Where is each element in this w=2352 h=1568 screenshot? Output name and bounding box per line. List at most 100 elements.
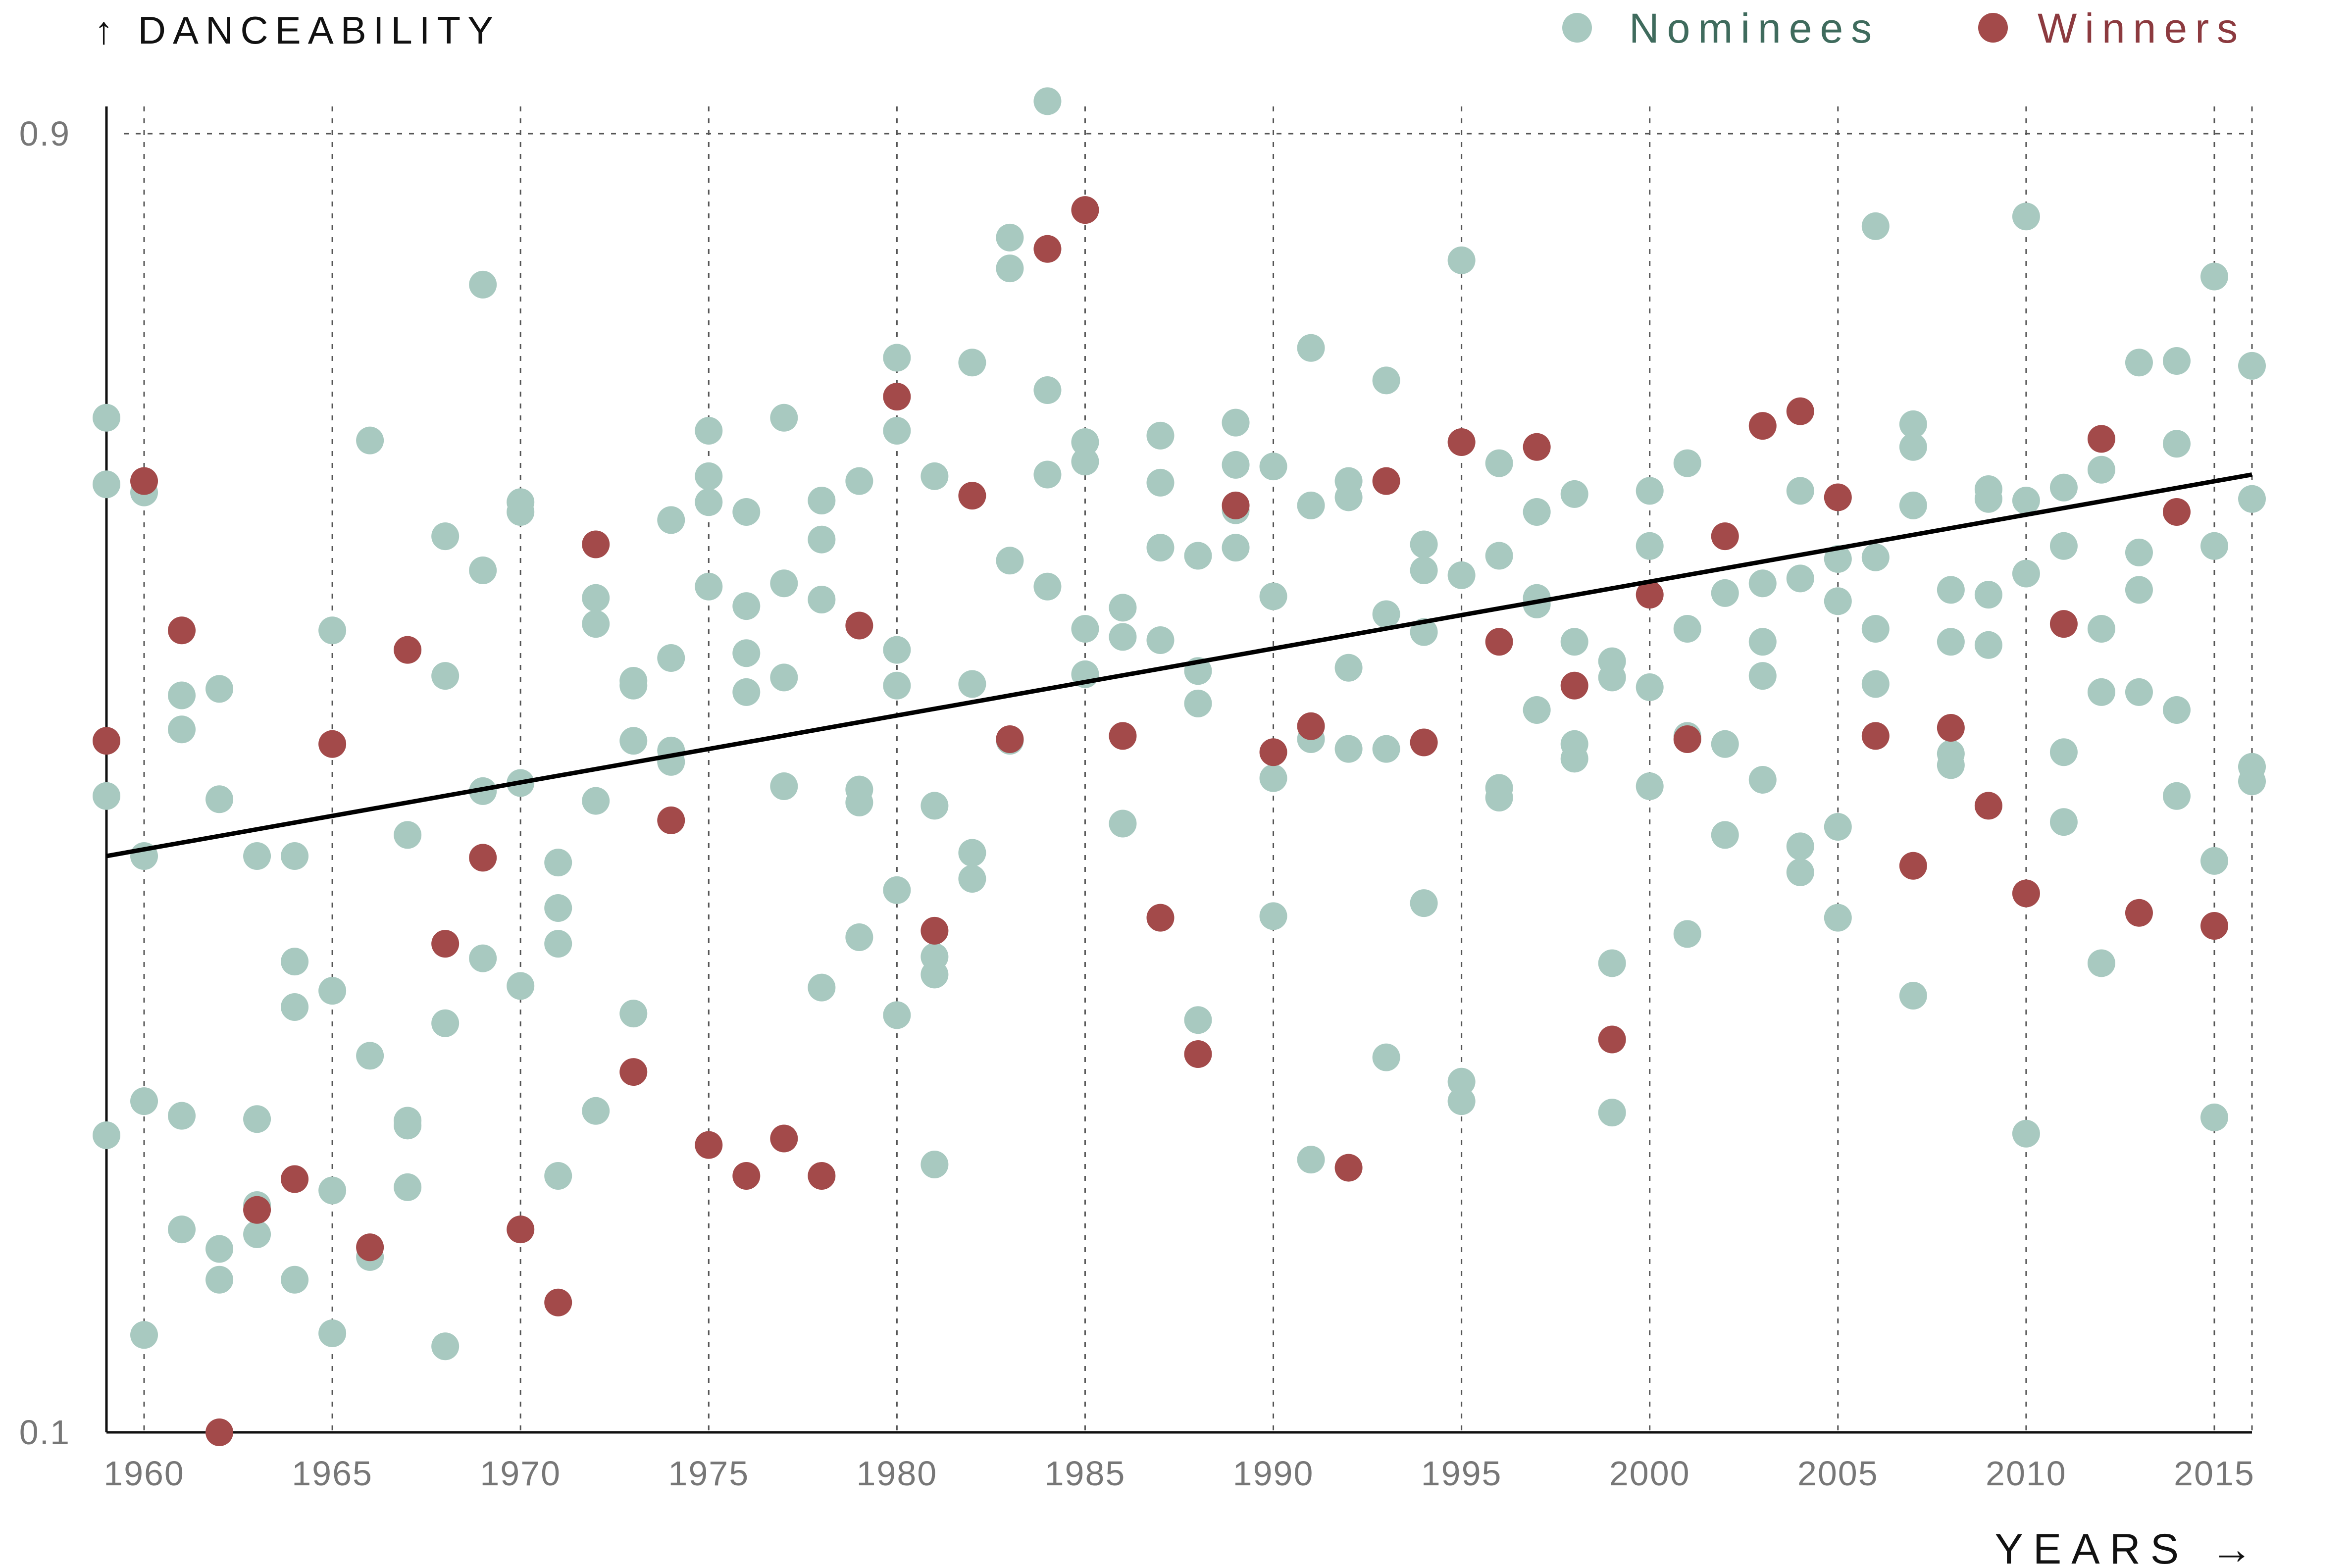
nominee-point (1372, 366, 1400, 395)
winner-point (1447, 428, 1476, 456)
nominee-point (1861, 543, 1890, 571)
winner-point (657, 806, 685, 834)
nominee-point (808, 525, 836, 554)
nominee-point (1636, 673, 1664, 702)
nominee-point (695, 572, 723, 601)
nominee-point (1899, 982, 1927, 1010)
nominee-point (582, 1097, 610, 1125)
winner-point (770, 1124, 798, 1153)
nominee-point (281, 993, 309, 1021)
nominee-point (431, 1332, 460, 1361)
nominee-point (996, 254, 1024, 283)
nominee-point (1447, 246, 1476, 274)
nominee-point (1146, 626, 1175, 654)
nominee-point (1033, 87, 1062, 115)
nominee-point (1711, 579, 1739, 607)
tick-layer: 1960 1965 1970 1975 1980 1985 1990 1995 2000 2005… (19, 114, 2255, 1493)
nominee-point (1523, 498, 1551, 526)
winner-point (168, 616, 196, 645)
nominee-point (2200, 262, 2228, 291)
winner-point (1899, 852, 1927, 880)
x-axis-label: YEARS → (1995, 1525, 2263, 1568)
nominee-point (883, 671, 911, 700)
nominee-point (770, 772, 798, 801)
winner-point (507, 1215, 535, 1244)
nominee-point (883, 636, 911, 664)
nominee-point (1636, 532, 1664, 560)
winner-point (1636, 581, 1664, 609)
nominee-point (318, 977, 347, 1005)
winner-point (394, 636, 422, 664)
winner-point (1372, 467, 1400, 495)
winner-point (1974, 792, 2002, 820)
nominee-point (732, 678, 761, 706)
nominee-point (996, 223, 1024, 252)
nominee-point (356, 1042, 384, 1070)
winner-point (1259, 738, 1287, 766)
nominee-point (544, 1162, 572, 1190)
nominee-point (2087, 678, 2115, 706)
nominee-point (2125, 538, 2153, 566)
nominee-point (1146, 421, 1175, 450)
winner-point (996, 725, 1024, 753)
nominee-point (130, 1321, 158, 1349)
nominee-point (2162, 782, 2191, 810)
nominee-point (544, 894, 572, 922)
nominee-point (318, 1176, 347, 1205)
nominee-point (507, 972, 535, 1000)
winner-point (1598, 1025, 1626, 1054)
trend-line (106, 472, 2252, 859)
nominee-point (394, 821, 422, 849)
nominee-point (1071, 615, 1099, 643)
nominee-point (1937, 751, 1965, 779)
nominee-point (1937, 628, 1965, 656)
nominee-point (469, 270, 497, 299)
winner-point (1334, 1154, 1363, 1182)
x-tick-label: 2015 (2174, 1454, 2255, 1493)
nominee-point (1184, 542, 1212, 570)
nominee-point (1071, 428, 1099, 456)
nominee-point (883, 417, 911, 445)
nominee-point (1786, 858, 1814, 886)
nominee-point (2049, 738, 2078, 766)
winner-point (318, 730, 347, 758)
nominee-point (318, 616, 347, 645)
grid-layer (124, 106, 2253, 1432)
nominee-point (1184, 689, 1212, 717)
nominee-point (1824, 545, 1852, 573)
winner-point (2200, 912, 2228, 940)
x-tick-label: 1990 (1233, 1454, 1314, 1493)
nominee-point (920, 961, 949, 989)
nominee-point (695, 462, 723, 490)
nominee-point (770, 404, 798, 432)
nominee-point (920, 462, 949, 490)
nominee-point (657, 644, 685, 672)
nominee-point (544, 849, 572, 877)
winner-point (619, 1058, 648, 1086)
nominee-point (93, 782, 120, 810)
nominee-point (394, 1112, 422, 1140)
nominee-point (168, 1215, 196, 1244)
winner-point (1146, 904, 1175, 932)
winner-point (1673, 725, 1701, 753)
nominee-point (356, 426, 384, 455)
winner-point (205, 1418, 234, 1446)
nominee-point (1410, 556, 1438, 584)
nominee-point (168, 681, 196, 709)
nominee-point (2238, 485, 2266, 513)
winner-point (93, 727, 120, 755)
nominee-point (695, 488, 723, 516)
nominee-point (920, 792, 949, 820)
nominee-point (1598, 949, 1626, 977)
x-tick-label: 2010 (1986, 1454, 2067, 1493)
nominee-point (1259, 453, 1287, 481)
nominee-point (1372, 600, 1400, 628)
nominee-point (1297, 334, 1325, 362)
x-tick-label: 1980 (857, 1454, 938, 1493)
nominee-point (770, 663, 798, 692)
nominee-point (808, 586, 836, 614)
nominee-point (2012, 202, 2040, 231)
nominee-point (1447, 1087, 1476, 1115)
nominee-point (1824, 813, 1852, 841)
nominee-point (93, 404, 120, 432)
